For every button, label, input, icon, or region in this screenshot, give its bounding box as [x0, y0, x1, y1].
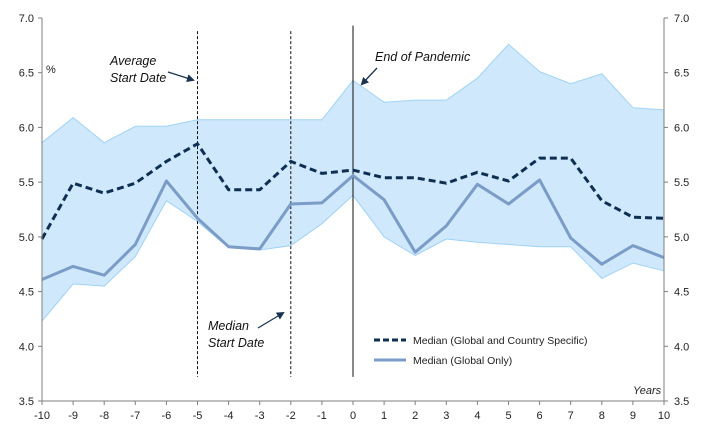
annotation-arrows [167, 67, 378, 329]
legend-label-global-country: Median (Global and Country Specific) [413, 335, 588, 347]
y-tick-label-left-1: 4.0 [19, 341, 34, 353]
y-tick-label-right-2: 4.5 [674, 287, 689, 299]
x-tick-label-0: -10 [34, 410, 50, 422]
x-tick-label-13: 3 [443, 410, 449, 422]
x-tick-label-9: -1 [317, 410, 327, 422]
x-tick-label-3: -7 [130, 410, 140, 422]
x-tick-label-7: -3 [255, 410, 265, 422]
x-tick-label-12: 2 [412, 410, 418, 422]
chart-labels: % Years Average Start Date Median Start … [46, 50, 662, 397]
y-tick-label-left-7: 7.0 [19, 13, 34, 25]
x-tick-label-14: 4 [474, 410, 480, 422]
y-tick-label-left-3: 5.0 [19, 232, 34, 244]
y-tick-label-left-4: 5.5 [19, 177, 34, 189]
y-tick-label-right-4: 5.5 [674, 177, 689, 189]
annotation-median-start-line2: Start Date [208, 336, 264, 350]
axes: 3.5 3.5 4.0 4.0 4.5 4.5 5.0 5.0 5.5 5.5 6.0 6.0 6.5 6… [19, 13, 690, 422]
series-line-0 [40, 142, 665, 240]
legend [374, 338, 406, 362]
x-axis-label: Years [633, 385, 662, 397]
x-tick-label-4: -6 [162, 410, 172, 422]
y-tick-label-left-0: 3.5 [19, 396, 34, 408]
y-tick-label-left-5: 6.0 [19, 122, 34, 134]
y-axis-label: % [46, 64, 56, 76]
y-tick-label-right-7: 7.0 [674, 13, 689, 25]
x-tick-label-5: -5 [193, 410, 203, 422]
x-tick-label-8: -2 [286, 410, 296, 422]
annotation-median-start-line1: Median [208, 319, 249, 333]
arrow-end-of-pandemic [360, 67, 378, 86]
y-tick-label-left-2: 4.5 [19, 287, 34, 299]
arrow-median-start [257, 311, 285, 329]
x-tick-label-16: 6 [537, 410, 543, 422]
x-tick-label-11: 1 [381, 410, 387, 422]
x-tick-label-20: 10 [658, 410, 670, 422]
legend-label-global-only: Median (Global Only) [413, 355, 512, 367]
x-tick-label-10: 0 [350, 410, 356, 422]
x-tick-label-17: 7 [568, 410, 574, 422]
y-tick-label-right-1: 4.0 [674, 341, 689, 353]
annotation-end-of-pandemic: End of Pandemic [375, 50, 471, 64]
y-tick-label-left-6: 6.5 [19, 68, 34, 80]
y-tick-label-right-5: 6.0 [674, 122, 689, 134]
arrow-average-start [167, 71, 195, 82]
x-tick-label-15: 5 [505, 410, 511, 422]
y-tick-label-right-6: 6.5 [674, 68, 689, 80]
x-tick-label-6: -4 [224, 410, 234, 422]
y-tick-label-right-3: 5.0 [674, 232, 689, 244]
annotation-average-start-line2: Start Date [110, 71, 166, 85]
x-tick-label-1: -9 [68, 410, 78, 422]
annotation-average-start-line1: Average [109, 54, 156, 68]
x-tick-label-2: -8 [99, 410, 109, 422]
series-line-1 [41, 174, 665, 281]
series-lines [40, 142, 665, 281]
y-tick-label-right-0: 3.5 [674, 396, 689, 408]
x-tick-label-19: 9 [630, 410, 636, 422]
x-tick-label-18: 8 [599, 410, 605, 422]
